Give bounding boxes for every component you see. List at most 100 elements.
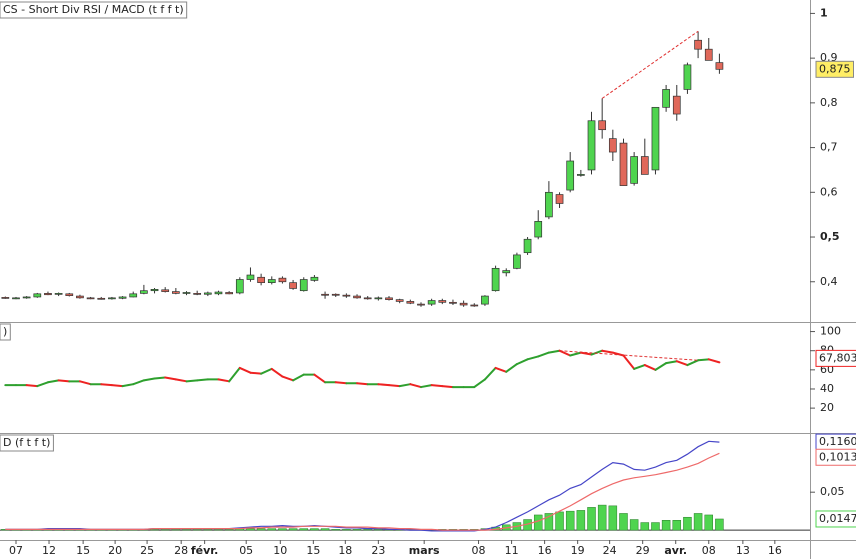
panel-title-box: [0, 1, 188, 19]
candle-body: [598, 120, 607, 131]
candle-body: [33, 293, 42, 298]
x-tick-label: 07: [9, 544, 23, 557]
x-tick-label: 15: [306, 544, 320, 557]
rsi-segment: [686, 359, 700, 367]
histogram-bar: [587, 507, 596, 531]
candle-body: [267, 279, 276, 283]
y-tick-label: 1: [820, 6, 828, 19]
histogram-bar: [278, 528, 287, 531]
histogram-bar: [629, 519, 639, 531]
histogram-bar: [363, 529, 372, 531]
candle-body: [417, 303, 425, 306]
x-tick-label: 16: [538, 544, 552, 557]
candle-body: [44, 293, 52, 296]
y-tick-label: 0,4: [820, 275, 838, 288]
histogram-bar: [619, 513, 628, 531]
last-value-tag: [815, 349, 856, 367]
candle-body: [161, 289, 170, 292]
last-value-label: 0,0147: [819, 512, 856, 525]
histogram-bar: [171, 529, 181, 531]
histogram-bar: [160, 529, 170, 531]
histogram-bar: [640, 522, 650, 531]
rsi-segment: [654, 362, 668, 371]
macd-line: [5, 452, 720, 531]
histogram-bar: [352, 529, 362, 531]
x-tick-label: 10: [273, 544, 287, 557]
rsi-segment: [633, 364, 646, 370]
candle-body: [363, 297, 372, 300]
rsi-segment: [25, 384, 39, 388]
candle-body: [374, 297, 383, 300]
rsi-segment: [675, 360, 689, 367]
rsi-segment: [558, 349, 572, 357]
candle-body: [172, 291, 180, 294]
panel-title-box: [0, 434, 54, 452]
rsi-segment: [430, 384, 444, 388]
rsi-segment: [313, 373, 327, 384]
y-tick-label: 0,7: [820, 141, 838, 154]
candle-body: [331, 293, 340, 296]
candle-body: [459, 302, 468, 306]
rsi-segment: [409, 383, 422, 389]
histogram-bar: [661, 520, 671, 531]
candle-body: [108, 297, 116, 300]
candle-body: [235, 279, 244, 294]
candle-body: [640, 156, 649, 175]
candle-body: [491, 267, 500, 292]
candle-body: [406, 301, 415, 304]
candle-body: [566, 160, 575, 191]
panel-title: ): [3, 325, 7, 338]
x-tick-label: 19: [571, 544, 585, 557]
rsi-segment: [441, 385, 454, 389]
last-value-label: 0,1160: [819, 435, 856, 448]
x-tick-label: 29: [636, 544, 650, 557]
x-tick-label: 16: [768, 544, 782, 557]
histogram-bar: [342, 529, 351, 531]
x-tick-label: févr.: [191, 544, 218, 557]
rsi-segment: [643, 364, 657, 371]
rsi-segment: [57, 379, 71, 383]
candle-body: [278, 277, 287, 283]
histogram-bar: [299, 528, 308, 531]
y-tick-label: 0,5: [820, 230, 840, 243]
histogram-bar: [683, 516, 692, 531]
rsi-segment: [377, 383, 391, 387]
candle-body: [257, 276, 265, 283]
rsi-segment: [537, 351, 550, 358]
candle-body: [534, 221, 543, 238]
rsi-segment: [281, 375, 295, 382]
rsi-segment: [569, 351, 582, 357]
rsi-segment: [515, 358, 529, 366]
x-tick-label: 15: [76, 544, 90, 557]
candle-body: [694, 39, 702, 50]
histogram-bar: [597, 504, 607, 531]
x-tick-label: 12: [42, 544, 56, 557]
candle-body: [715, 62, 724, 70]
candle-body: [321, 293, 329, 296]
rsi-segment: [526, 355, 540, 361]
rsi-segment: [356, 382, 369, 386]
rsi-segment: [505, 363, 518, 373]
last-value-tag: [815, 60, 854, 78]
candle-body: [193, 293, 202, 295]
rsi-segment: [174, 378, 188, 383]
rsi-segment: [132, 379, 145, 386]
histogram-bar: [246, 528, 255, 531]
candle-body: [118, 296, 127, 299]
candle-body: [54, 293, 63, 295]
candle-body: [630, 156, 638, 184]
x-tick-label: 08: [472, 544, 486, 557]
candle-body: [555, 194, 564, 204]
candle-body: [310, 276, 319, 281]
rsi-segment: [697, 358, 710, 362]
panel-title: D (f t f t): [3, 436, 50, 449]
x-tick-label: 20: [108, 544, 122, 557]
rsi-segment: [249, 371, 263, 375]
rsi-segment: [601, 349, 614, 354]
rsi-segment: [483, 366, 497, 381]
y-tick-label: 0,6: [820, 185, 838, 198]
histogram-bar: [267, 528, 277, 531]
histogram-bar: [672, 520, 682, 531]
x-tick-label: 23: [371, 544, 385, 557]
